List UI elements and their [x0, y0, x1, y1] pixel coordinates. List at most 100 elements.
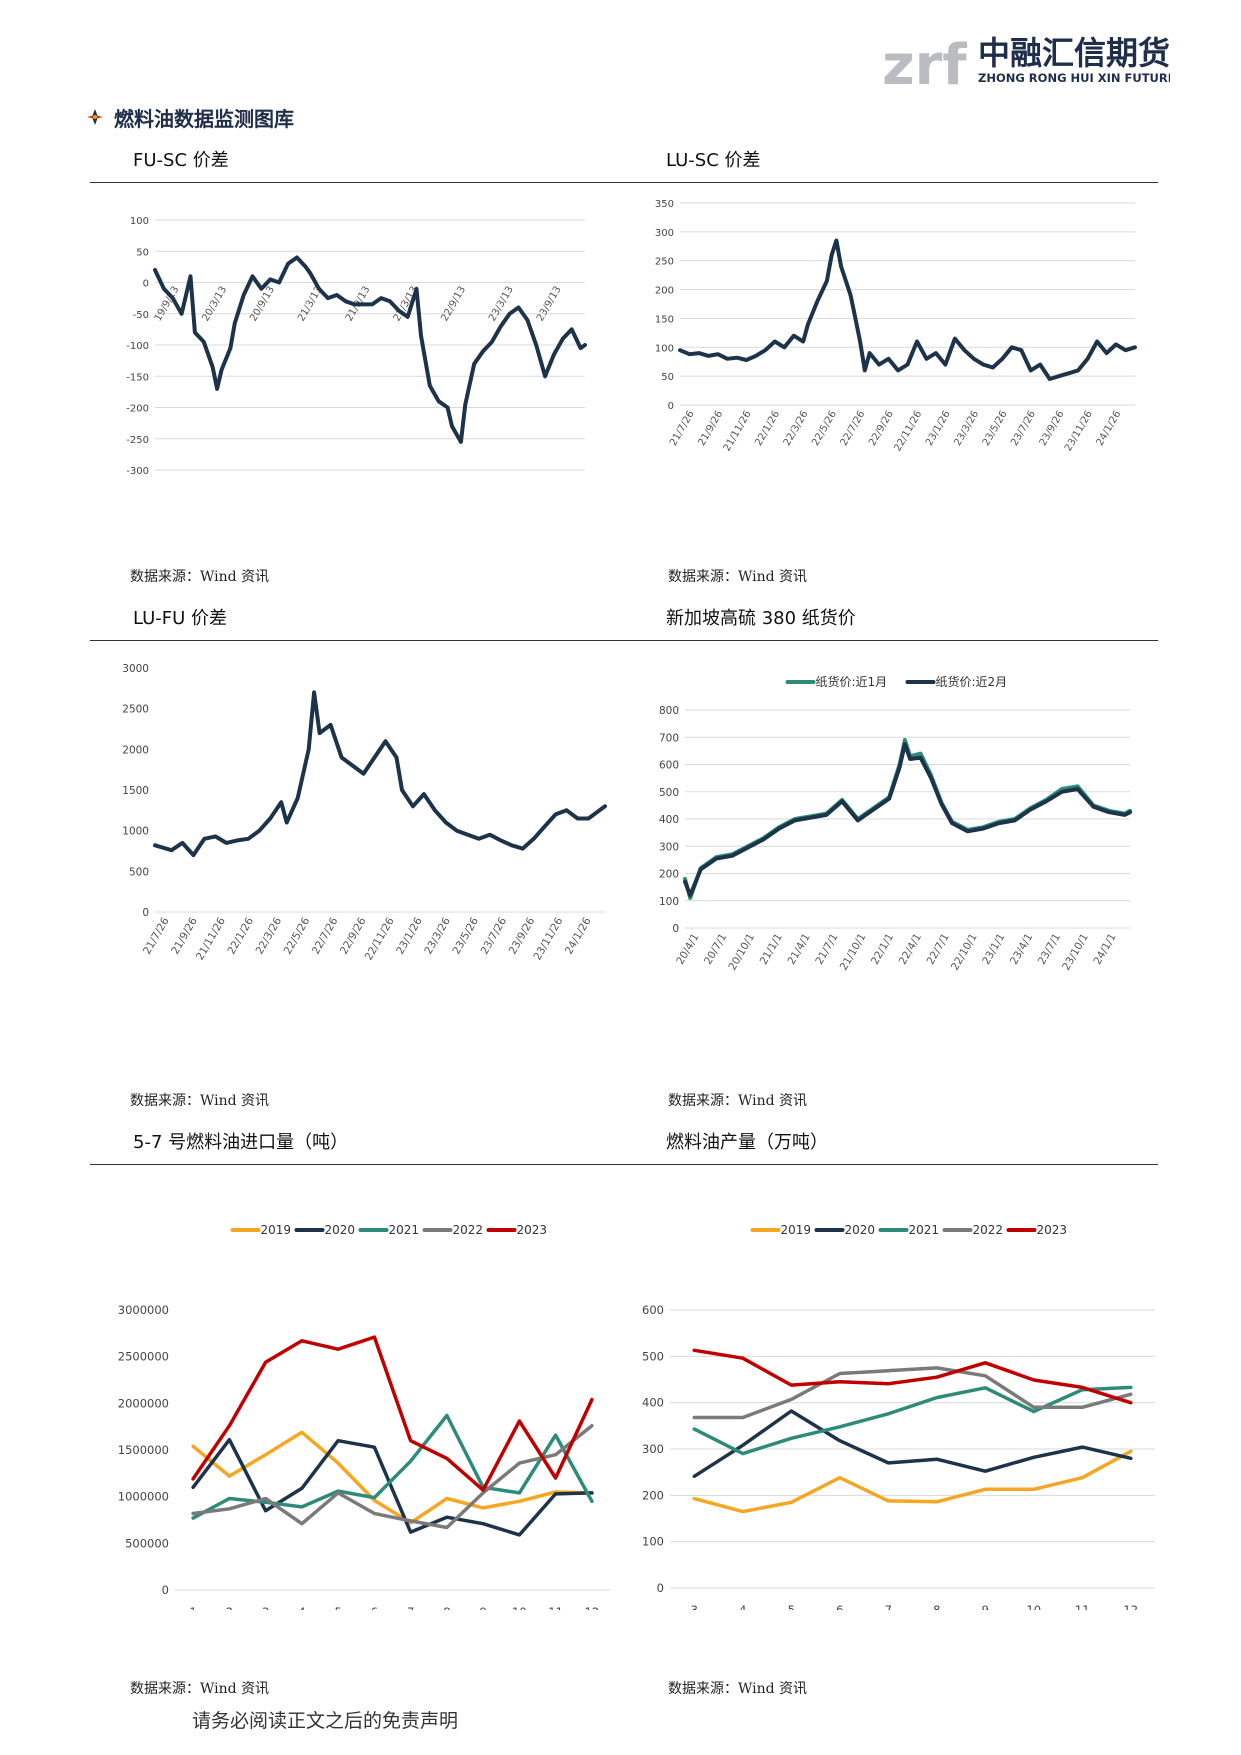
y-tick-label: 1500000	[118, 1443, 169, 1457]
x-tick-label: 22/11/26	[892, 409, 924, 453]
x-tick-label: 3	[691, 1603, 698, 1610]
series-line	[191, 1430, 594, 1525]
x-tick-label: 20/4/1	[674, 932, 701, 967]
y-tick-label: 800	[659, 705, 679, 717]
x-tick-label: 1	[189, 1605, 196, 1610]
x-tick-label: 22/9/26	[867, 409, 896, 448]
y-tick-label: -250	[126, 435, 149, 446]
x-tick-label: 22/4/1	[897, 932, 924, 967]
y-tick-label: 0	[143, 279, 149, 290]
x-tick-label: 23/9/26	[1038, 409, 1067, 448]
legend-label: 纸货价:近1月	[816, 674, 888, 689]
legend-label: 2021	[909, 1223, 940, 1237]
x-tick-label: 5	[334, 1605, 341, 1610]
logo-en: ZHONG RONG HUI XIN FUTURES	[978, 71, 1170, 85]
x-tick-label: 9	[479, 1605, 486, 1610]
y-tick-label: 700	[659, 732, 679, 744]
x-tick-label: 10	[512, 1605, 527, 1610]
series-line	[692, 1385, 1133, 1456]
x-tick-label: 23/7/26	[479, 915, 510, 956]
x-tick-label: 22/3/26	[254, 915, 285, 956]
x-tick-label: 21/9/26	[169, 915, 200, 956]
x-tick-label: 4	[298, 1605, 305, 1610]
y-tick-label: 300	[655, 228, 674, 239]
x-tick-label: 21/11/26	[722, 409, 754, 453]
x-tick-label: 21/10/1	[838, 932, 869, 973]
lu-sc-chart: 350 300 250 200 150 100 50 021/7/26 21/9/2621/11…	[655, 199, 1137, 453]
y-tick-label: 1000000	[118, 1490, 169, 1504]
x-tick-label: 7	[885, 1603, 892, 1610]
x-tick-label: 22/7/26	[310, 915, 341, 956]
x-tick-label: 3	[262, 1605, 269, 1610]
legend-label: 2022	[973, 1223, 1004, 1237]
x-tick-label: 12	[1123, 1603, 1138, 1610]
x-tick-label: 12	[585, 1605, 600, 1610]
x-tick-label: 22/10/1	[949, 932, 980, 973]
x-tick-label: 23/7/26	[1009, 409, 1038, 448]
x-tick-label: 21/9/26	[696, 409, 725, 448]
x-tick-label: 22/5/26	[282, 915, 313, 956]
series-line	[191, 1437, 594, 1537]
company-logo: zrf 中融汇信期货 ZHONG RONG HUI XIN FUTURES	[882, 33, 1170, 98]
diamond-bullet-icon	[87, 109, 103, 125]
y-tick-label: 300	[642, 1442, 664, 1456]
x-tick-label: 23/3/26	[952, 409, 981, 448]
y-tick-label: 500	[129, 866, 149, 878]
chart-title-lu-sc: LU-SC 价差	[666, 150, 761, 171]
section-title: 燃料油数据监测图库	[84, 104, 294, 131]
x-tick-label: 22/1/26	[753, 409, 782, 448]
x-tick-label: 21/1/1	[758, 932, 785, 967]
y-tick-label: 500000	[125, 1536, 169, 1550]
y-tick-label: 0	[668, 401, 674, 412]
y-tick-label: 150	[655, 314, 674, 325]
y-tick-label: 350	[655, 199, 674, 210]
x-tick-label: 23/3/26	[422, 915, 453, 956]
y-tick-label: 600	[659, 760, 679, 772]
x-tick-label: 11	[548, 1605, 563, 1610]
x-tick-label: 11	[1075, 1603, 1090, 1610]
chart-title-output: 燃料油产量（万吨）	[666, 1132, 828, 1153]
x-tick-label: 23/1/1	[980, 932, 1007, 967]
y-tick-label: 2000000	[118, 1396, 169, 1410]
x-tick-label: 21/4/1	[785, 932, 812, 967]
y-tick-label: 1000	[122, 826, 149, 838]
source-import: 数据来源：Wind 资讯	[130, 1681, 270, 1697]
legend-label: 纸货价:近2月	[936, 674, 1008, 689]
legend-label: 2020	[325, 1223, 356, 1237]
output-chart: 600 500 400 300 200 100 0 3 4 5 6 7 8 9 10 11 12 2019 2020…	[642, 1223, 1155, 1610]
lu-fu-chart: 30002500200015001000500021/7/2621/9/2621…	[122, 663, 607, 962]
y-tick-label: 2500	[122, 704, 149, 716]
disclaimer-footer: 请务必阅读正文之后的免责声明	[192, 1710, 459, 1732]
y-tick-label: 0	[672, 923, 679, 935]
x-tick-label: 23/9/13	[535, 285, 564, 324]
x-tick-label: 6	[371, 1605, 378, 1610]
x-tick-label: 6	[836, 1603, 843, 1610]
x-tick-label: 22/7/1	[925, 932, 952, 967]
x-tick-label: 22/7/26	[839, 409, 868, 448]
y-tick-label: 100	[659, 896, 679, 908]
x-tick-label: 8	[443, 1605, 450, 1610]
series-line	[692, 1366, 1133, 1420]
logo-cn: 中融汇信期货	[978, 34, 1170, 72]
y-tick-label: 200	[642, 1488, 664, 1502]
legend-label: 2019	[261, 1223, 292, 1237]
x-tick-label: 24/1/1	[1091, 932, 1118, 967]
series-line	[153, 690, 607, 858]
y-tick-label: 0	[657, 1581, 664, 1595]
x-tick-label: 21/7/1	[813, 932, 840, 967]
divider-row-1	[90, 182, 1158, 183]
x-tick-label: 23/5/26	[981, 409, 1010, 448]
x-tick-label: 22/9/26	[338, 915, 369, 956]
x-tick-label: 23/4/1	[1008, 932, 1035, 967]
series-line	[683, 742, 1132, 898]
y-tick-label: 200	[659, 869, 679, 881]
x-tick-label: 22/1/26	[225, 915, 256, 956]
source-fu-sc: 数据来源：Wind 资讯	[130, 569, 270, 585]
series-line	[153, 255, 587, 444]
series-line	[678, 238, 1137, 381]
chart-title-import: 5-7 号燃料油进口量（吨）	[133, 1132, 349, 1153]
y-tick-label: 3000000	[118, 1303, 169, 1317]
series-line	[191, 1335, 594, 1492]
y-tick-label: 500	[659, 787, 679, 799]
